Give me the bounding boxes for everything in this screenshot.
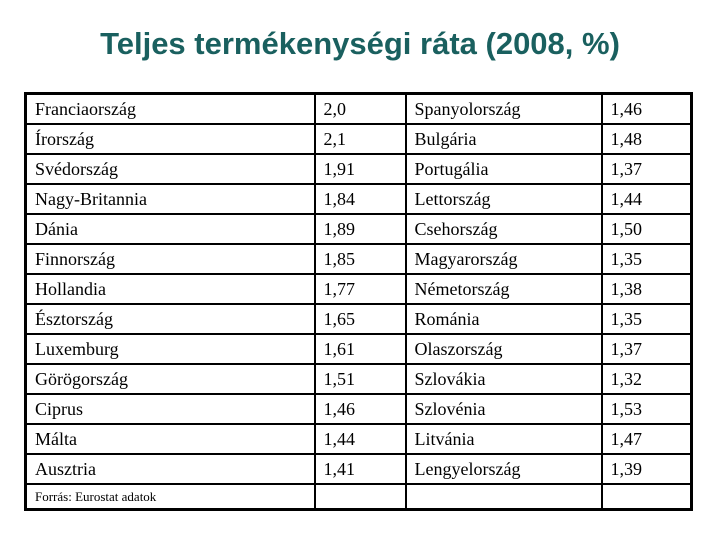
value-cell-left: 1,77	[313, 273, 407, 305]
table-row: Svédország 1,91 Portugália 1,37	[24, 153, 693, 185]
value-cell-right: 1,37	[600, 153, 693, 185]
value-cell-left: 1,41	[313, 453, 407, 485]
value-cell-left: 1,84	[313, 183, 407, 215]
country-cell-right: Portugália	[404, 153, 603, 185]
value-cell-right: 1,37	[600, 333, 693, 365]
value-cell-right: 1,50	[600, 213, 693, 245]
value-cell-left: 1,65	[313, 303, 407, 335]
value-cell-left: 1,44	[313, 423, 407, 455]
value-cell-right: 1,35	[600, 243, 693, 275]
country-cell-right: Olaszország	[404, 333, 603, 365]
value-cell-right: 1,47	[600, 423, 693, 455]
country-cell-right: Lettország	[404, 183, 603, 215]
table-row: Dánia 1,89 Csehország 1,50	[24, 213, 693, 245]
value-cell-right: 1,53	[600, 393, 693, 425]
table-row: Luxemburg 1,61 Olaszország 1,37	[24, 333, 693, 365]
table-row: Ausztria 1,41 Lengyelország 1,39	[24, 453, 693, 485]
table-row: Franciaország 2,0 Spanyolország 1,46	[24, 92, 693, 125]
country-cell-left: Svédország	[24, 153, 316, 185]
country-cell-left: Luxemburg	[24, 333, 316, 365]
country-cell-left: Finnország	[24, 243, 316, 275]
country-cell-right: Szlovákia	[404, 363, 603, 395]
value-cell-left: 2,0	[313, 92, 407, 125]
empty-cell	[404, 483, 603, 511]
value-cell-right: 1,48	[600, 123, 693, 155]
value-cell-left: 1,85	[313, 243, 407, 275]
country-cell-left: Franciaország	[24, 92, 316, 125]
page-title: Teljes termékenységi ráta (2008, %)	[100, 26, 620, 61]
value-cell-right: 1,46	[600, 92, 693, 125]
table-row: Görögország 1,51 Szlovákia 1,32	[24, 363, 693, 395]
value-cell-left: 2,1	[313, 123, 407, 155]
value-cell-left: 1,46	[313, 393, 407, 425]
country-cell-right: Németország	[404, 273, 603, 305]
country-cell-right: Spanyolország	[404, 92, 603, 125]
country-cell-left: Málta	[24, 423, 316, 455]
source-row: Forrás: Eurostat adatok	[24, 483, 693, 511]
value-cell-left: 1,89	[313, 213, 407, 245]
country-cell-right: Litvánia	[404, 423, 603, 455]
country-cell-right: Románia	[404, 303, 603, 335]
table-row: Málta 1,44 Litvánia 1,47	[24, 423, 693, 455]
table-row: Finnország 1,85 Magyarország 1,35	[24, 243, 693, 275]
country-cell-right: Bulgária	[404, 123, 603, 155]
value-cell-right: 1,35	[600, 303, 693, 335]
value-cell-right: 1,44	[600, 183, 693, 215]
empty-cell	[313, 483, 407, 511]
country-cell-right: Szlovénia	[404, 393, 603, 425]
country-cell-left: Ausztria	[24, 453, 316, 485]
value-cell-left: 1,91	[313, 153, 407, 185]
country-cell-left: Észtország	[24, 303, 316, 335]
value-cell-right: 1,39	[600, 453, 693, 485]
country-cell-left: Dánia	[24, 213, 316, 245]
table-row: Észtország 1,65 Románia 1,35	[24, 303, 693, 335]
country-cell-right: Magyarország	[404, 243, 603, 275]
source-cell: Forrás: Eurostat adatok	[24, 483, 316, 511]
country-cell-left: Görögország	[24, 363, 316, 395]
table-row: Hollandia 1,77 Németország 1,38	[24, 273, 693, 305]
value-cell-left: 1,61	[313, 333, 407, 365]
country-cell-left: Nagy-Britannia	[24, 183, 316, 215]
empty-cell	[600, 483, 693, 511]
table-row: Ciprus 1,46 Szlovénia 1,53	[24, 393, 693, 425]
value-cell-right: 1,32	[600, 363, 693, 395]
table-row: Nagy-Britannia 1,84 Lettország 1,44	[24, 183, 693, 215]
country-cell-left: Ciprus	[24, 393, 316, 425]
value-cell-right: 1,38	[600, 273, 693, 305]
fertility-rate-table: Franciaország 2,0 Spanyolország 1,46 Íro…	[24, 92, 693, 511]
country-cell-left: Írország	[24, 123, 316, 155]
table-row: Írország 2,1 Bulgária 1,48	[24, 123, 693, 155]
country-cell-left: Hollandia	[24, 273, 316, 305]
country-cell-right: Lengyelország	[404, 453, 603, 485]
country-cell-right: Csehország	[404, 213, 603, 245]
value-cell-left: 1,51	[313, 363, 407, 395]
